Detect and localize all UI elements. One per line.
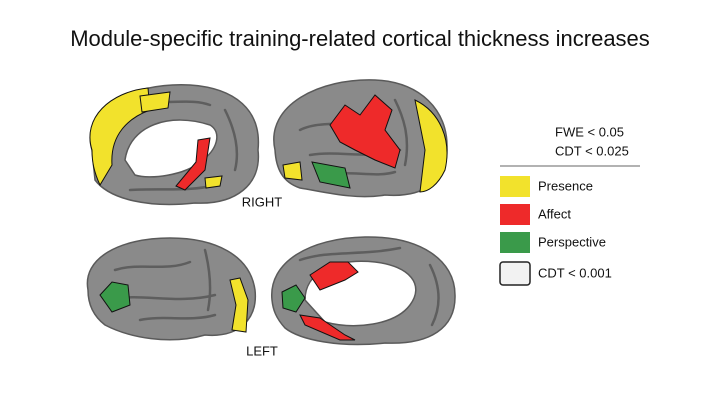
region [139,91,171,113]
panel-label: RIGHT [242,194,283,209]
region [414,99,448,193]
region [299,314,356,341]
region [175,137,211,191]
brain-left-medial [271,236,456,346]
region [311,161,351,189]
brain-right-medial [89,84,260,206]
brain-right-lateral [273,79,448,198]
legend-header: FWE < 0.05 [555,124,624,139]
region [282,161,303,181]
legend-swatch [499,261,531,286]
legend-swatch [500,176,530,197]
slide-title: Module-specific training-related cortica… [70,26,650,51]
legend-swatch [500,204,530,225]
legend: FWE < 0.05 CDT < 0.025 Presence Affect Per… [499,124,640,286]
region [281,284,306,313]
region [229,277,249,333]
legend-label: Presence [538,178,593,193]
region [309,261,359,291]
brain-left-lateral [86,237,257,341]
legend-label: Affect [538,206,571,221]
legend-header: CDT < 0.025 [555,143,629,158]
panel-label: LEFT [246,343,278,358]
region [204,175,223,189]
legend-swatch [500,232,530,253]
legend-label: CDT < 0.001 [538,265,612,280]
region [89,87,151,187]
region [99,281,131,313]
legend-label: Perspective [538,234,606,249]
region [329,94,401,169]
